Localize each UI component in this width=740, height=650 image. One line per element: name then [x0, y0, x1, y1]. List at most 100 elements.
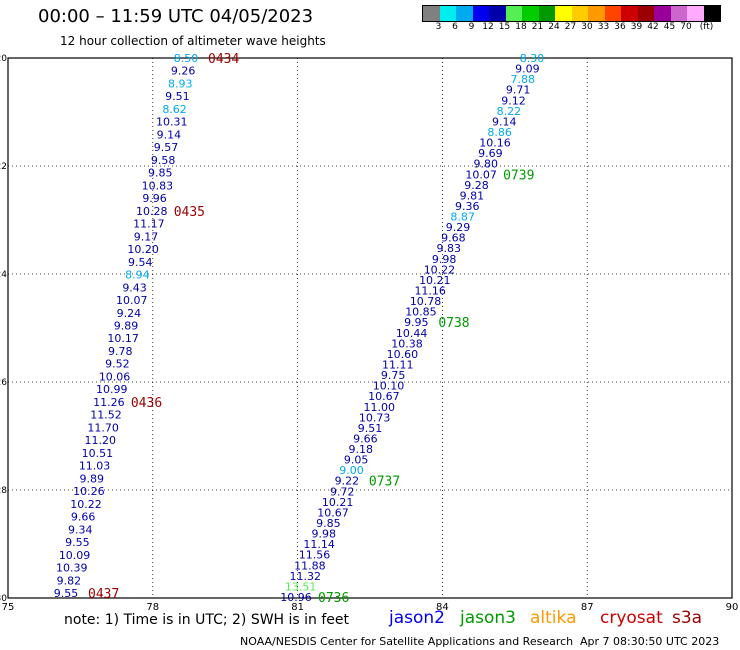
- wave-height-value: 9.36: [455, 200, 480, 213]
- pass-time-label: 0436: [131, 396, 162, 411]
- color-swatch: [522, 6, 539, 21]
- wave-height-value: 9.98: [432, 253, 457, 266]
- wave-height-value: 8.62: [162, 103, 187, 116]
- wave-height-value: 8.22: [497, 105, 522, 118]
- wave-height-value: 9.66: [71, 511, 96, 524]
- wave-height-value: 10.09: [59, 549, 91, 562]
- pass-time-label: 0435: [174, 205, 205, 220]
- x-tick-label: 78: [146, 602, 159, 613]
- color-scale-label: 18: [515, 22, 527, 32]
- wave-height-value: 9.71: [506, 84, 531, 97]
- y-tick-label: -30: [0, 594, 7, 604]
- wave-height-value: 9.24: [117, 307, 142, 320]
- wave-height-value: 10.28: [136, 205, 168, 218]
- color-scale-label: 30: [581, 22, 593, 32]
- y-tick-label: -22: [0, 162, 7, 172]
- color-swatch: [670, 6, 687, 21]
- x-tick-label: 81: [291, 602, 304, 613]
- color-scale-label: 6: [452, 22, 458, 32]
- color-scale-label: (ft): [699, 22, 714, 32]
- wave-height-value: 9.78: [108, 345, 133, 358]
- color-scale-label: 3: [435, 22, 442, 32]
- wave-height-value: 9.80: [473, 158, 498, 171]
- wave-height-value: 8.30: [520, 52, 545, 65]
- wave-height-value: 10.99: [96, 383, 128, 396]
- wave-height-value: 10.83: [142, 179, 174, 192]
- wave-height-value: 11.11: [382, 358, 414, 371]
- wave-height-value: 7.88: [510, 73, 535, 86]
- wave-height-value: 10.26: [73, 485, 105, 498]
- wave-height-value: 9.57: [154, 141, 179, 154]
- wave-height-value: 9.26: [171, 65, 196, 78]
- color-swatch: [654, 6, 671, 21]
- legend-altika: altika: [530, 608, 577, 628]
- wave-height-value: 9.82: [57, 574, 82, 587]
- color-scale-label: 27: [564, 22, 577, 32]
- wave-height-value: 11.00: [364, 401, 396, 414]
- wave-height-value: 9.14: [492, 115, 517, 128]
- wave-height-value: 10.78: [410, 295, 442, 308]
- wave-height-value: 11.20: [85, 434, 117, 447]
- x-tick-label: 75: [2, 602, 15, 613]
- color-swatch: [456, 6, 473, 21]
- pass-time-label: 0738: [438, 316, 469, 331]
- wave-height-value: 9.58: [151, 154, 176, 167]
- wave-height-value: 9.14: [157, 128, 182, 141]
- color-scale-label: 45: [663, 22, 676, 32]
- color-scale-label: 24: [548, 22, 560, 32]
- wave-height-value: 9.54: [128, 256, 153, 269]
- wave-height-value: 11.32: [290, 570, 322, 583]
- map-border: [7, 57, 733, 599]
- wave-height-value: 8.93: [168, 77, 193, 90]
- wave-height-value: 10.44: [396, 327, 428, 340]
- color-scale-bar: [422, 5, 721, 22]
- pass-time-label: 0737: [369, 475, 400, 490]
- wave-height-value: 9.52: [105, 358, 130, 371]
- units-note: note: 1) Time is in UTC; 2) SWH is in fe…: [64, 612, 350, 628]
- wave-height-value: 10.96: [280, 591, 312, 604]
- legend-jason3: jason3: [460, 608, 516, 628]
- wave-height-value: 10.20: [127, 243, 159, 256]
- pass-time-label: 0434: [208, 52, 239, 67]
- color-scale-label: 42: [647, 22, 659, 32]
- wave-height-value: 10.67: [368, 390, 400, 403]
- color-swatch: [555, 6, 572, 21]
- wave-height-value: 9.51: [358, 422, 383, 435]
- wave-height-value: 8.87: [450, 211, 475, 224]
- wave-height-value: 9.69: [478, 147, 503, 160]
- wave-height-value: 9.18: [349, 443, 374, 456]
- wave-height-value: 11.88: [294, 559, 326, 572]
- color-swatch: [571, 6, 588, 21]
- color-scale-label: 39: [630, 22, 643, 32]
- wave-height-value: 9.98: [312, 528, 337, 541]
- color-swatch: [588, 6, 605, 21]
- wave-height-value: 11.16: [414, 285, 446, 298]
- legend-cryosat: cryosat: [600, 608, 663, 628]
- color-scale-label: 33: [597, 22, 610, 32]
- wave-height-value: 11.03: [79, 460, 111, 473]
- wave-height-value: 8.86: [487, 126, 512, 139]
- credit-text: NOAA/NESDIS Center for Satellite Applica…: [240, 635, 574, 648]
- map-subtitle: 12 hour collection of altimeter wave hei…: [60, 34, 326, 48]
- wave-height-value: 9.12: [501, 94, 526, 107]
- wave-height-value: 9.66: [353, 432, 378, 445]
- wave-height-value: 10.17: [107, 332, 139, 345]
- wave-height-value: 10.39: [56, 562, 88, 575]
- wave-height-value: 9.89: [114, 320, 139, 333]
- color-swatch: [423, 6, 440, 21]
- wave-height-value: 11.52: [90, 409, 122, 422]
- wave-height-value: 9.22: [335, 475, 360, 488]
- wave-height-value: 9.17: [134, 230, 159, 243]
- wave-height-value: 9.89: [79, 472, 104, 485]
- wave-height-value: 9.55: [54, 587, 79, 600]
- wave-height-value: 10.16: [479, 137, 511, 150]
- wave-height-value: 9.29: [446, 221, 471, 234]
- wave-height-value: 9.09: [515, 63, 540, 76]
- wave-height-value: 10.73: [359, 411, 391, 424]
- wave-height-value: 10.85: [405, 306, 437, 319]
- color-swatch: [637, 6, 654, 21]
- color-swatch: [439, 6, 456, 21]
- color-swatch: [505, 6, 522, 21]
- wave-height-value: 10.31: [156, 116, 188, 129]
